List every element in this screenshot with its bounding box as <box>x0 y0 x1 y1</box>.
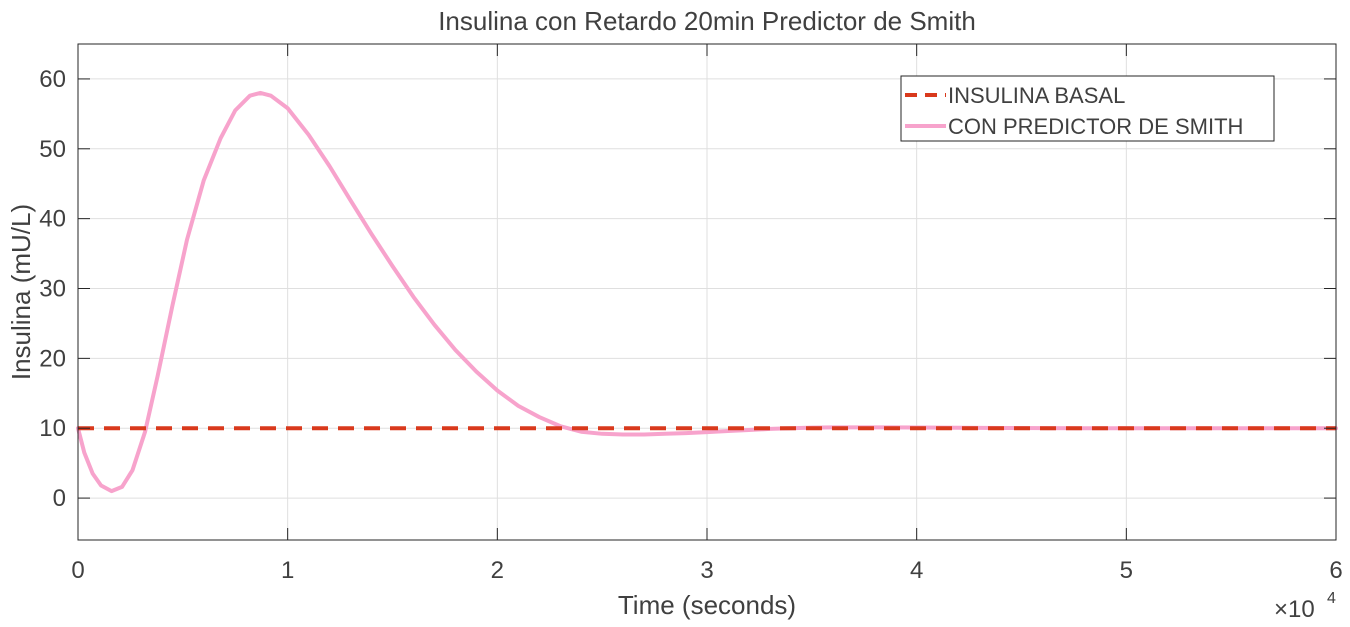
y-tick-label-5: 50 <box>39 136 66 163</box>
x-tick-labels: 0 1 2 3 4 5 6 <box>71 557 1342 584</box>
chart-title: Insulina con Retardo 20min Predictor de … <box>438 6 976 36</box>
x-exponent: ×10 4 <box>1274 590 1336 623</box>
y-tick-label-3: 30 <box>39 276 66 303</box>
x-axis-label: Time (seconds) <box>618 590 796 620</box>
y-tick-label-0: 0 <box>53 485 66 512</box>
ticks <box>77 44 1337 540</box>
legend: INSULINA BASAL CON PREDICTOR DE SMITH <box>900 75 1275 142</box>
y-tick-label-2: 20 <box>39 345 66 372</box>
y-tick-label-6: 60 <box>39 66 66 93</box>
x-tick-label-5: 5 <box>1120 557 1133 584</box>
x-tick-label-6: 6 <box>1329 557 1342 584</box>
x-exponent-base: ×10 <box>1274 596 1315 623</box>
y-tick-label-4: 40 <box>39 206 66 233</box>
series-layer <box>76 90 1338 494</box>
legend-label-basal: INSULINA BASAL <box>948 83 1125 108</box>
y-tick-labels: 0 10 20 30 40 50 60 <box>39 66 66 512</box>
legend-label-smith: CON PREDICTOR DE SMITH <box>948 114 1243 139</box>
y-tick-label-1: 10 <box>39 415 66 442</box>
x-tick-label-3: 3 <box>700 557 713 584</box>
legend-box <box>900 75 1275 142</box>
x-exponent-power: 4 <box>1327 590 1336 607</box>
x-tick-label-2: 2 <box>491 557 504 584</box>
x-tick-label-4: 4 <box>910 557 923 584</box>
x-tick-label-0: 0 <box>71 557 84 584</box>
y-axis-label: Insulina (mU/L) <box>6 204 36 380</box>
x-tick-label-1: 1 <box>281 557 294 584</box>
